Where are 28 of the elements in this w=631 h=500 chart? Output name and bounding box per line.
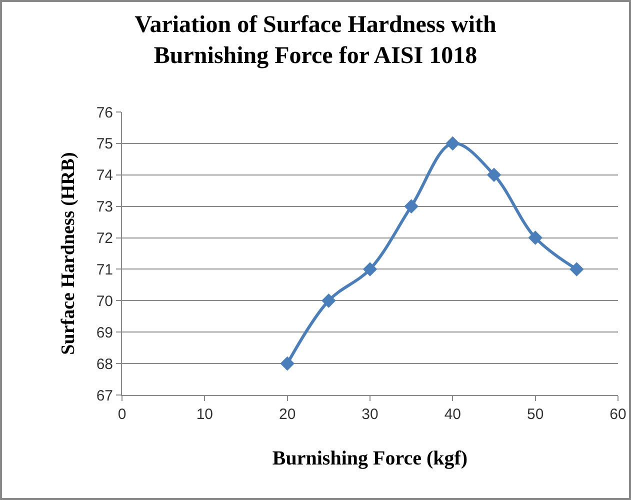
x-tick-label: 30 bbox=[362, 406, 378, 423]
point bbox=[362, 262, 378, 276]
x-tick-label: 20 bbox=[278, 406, 296, 423]
y-tick-label: 70 bbox=[96, 292, 113, 310]
chart-title: Variation of Surface Hardness with Burnishing Force for AISI 1018 bbox=[134, 12, 496, 69]
y-tick-label: 67 bbox=[96, 387, 113, 404]
x-tick-label: 10 bbox=[196, 406, 214, 423]
y-tick-label: 76 bbox=[96, 104, 113, 122]
point bbox=[446, 136, 460, 151]
point bbox=[404, 199, 418, 214]
y-tick-label: 75 bbox=[96, 136, 113, 153]
point bbox=[322, 294, 336, 308]
y-axis-title: Surface Hardness (HRB) bbox=[58, 152, 80, 355]
point bbox=[486, 168, 502, 182]
y-tick-label: 74 bbox=[96, 167, 113, 184]
point bbox=[570, 262, 584, 276]
y-tick-label: 69 bbox=[96, 324, 113, 342]
y-tick-label: 68 bbox=[96, 356, 113, 373]
point bbox=[528, 230, 542, 245]
x-tick-label: 40 bbox=[444, 406, 462, 423]
y-tick-label: 72 bbox=[96, 230, 113, 248]
point bbox=[280, 356, 294, 371]
x-tick-label: 50 bbox=[526, 406, 544, 423]
x-tick-label: 60 bbox=[610, 406, 626, 423]
y-tick-label: 71 bbox=[96, 261, 113, 278]
y-tick-label: 73 bbox=[96, 198, 113, 216]
x-tick-label: 0 bbox=[118, 406, 126, 423]
x-axis-title: Burnishing Force (kgf) bbox=[272, 448, 468, 470]
